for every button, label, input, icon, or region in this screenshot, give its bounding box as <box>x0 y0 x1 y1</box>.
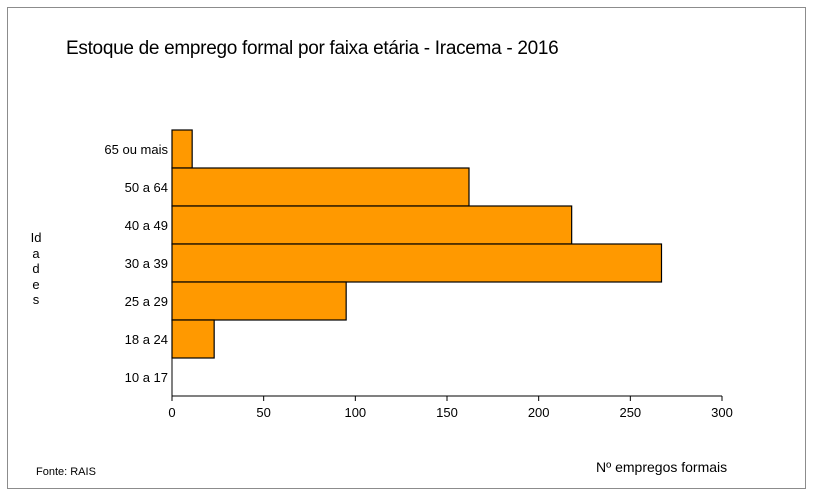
x-tick-label: 100 <box>344 405 366 420</box>
y-axis-label: Idades <box>30 230 42 307</box>
category-label: 10 a 17 <box>125 370 168 385</box>
bar <box>171 205 573 245</box>
bar <box>171 167 470 207</box>
source-note: Fonte: RAIS <box>36 466 96 478</box>
x-tick-label: 300 <box>711 405 733 420</box>
bar <box>171 281 347 321</box>
category-label: 25 a 29 <box>125 294 168 309</box>
bar <box>171 319 215 359</box>
x-axis-label: Nº empregos formais <box>596 459 728 475</box>
category-label: 50 a 64 <box>125 180 168 195</box>
bar <box>171 243 663 283</box>
x-tick-label: 50 <box>256 405 270 420</box>
category-label: 65 ou mais <box>104 142 168 157</box>
x-tick-label: 200 <box>528 405 550 420</box>
category-label: 40 a 49 <box>125 218 168 233</box>
x-tick-label: 150 <box>436 405 458 420</box>
chart-title: Estoque de emprego formal por faixa etár… <box>66 38 559 59</box>
category-label: 18 a 24 <box>125 332 168 347</box>
x-tick-label: 250 <box>619 405 641 420</box>
category-label: 30 a 39 <box>125 256 168 271</box>
bar <box>171 129 193 169</box>
x-tick-label: 0 <box>168 405 175 420</box>
